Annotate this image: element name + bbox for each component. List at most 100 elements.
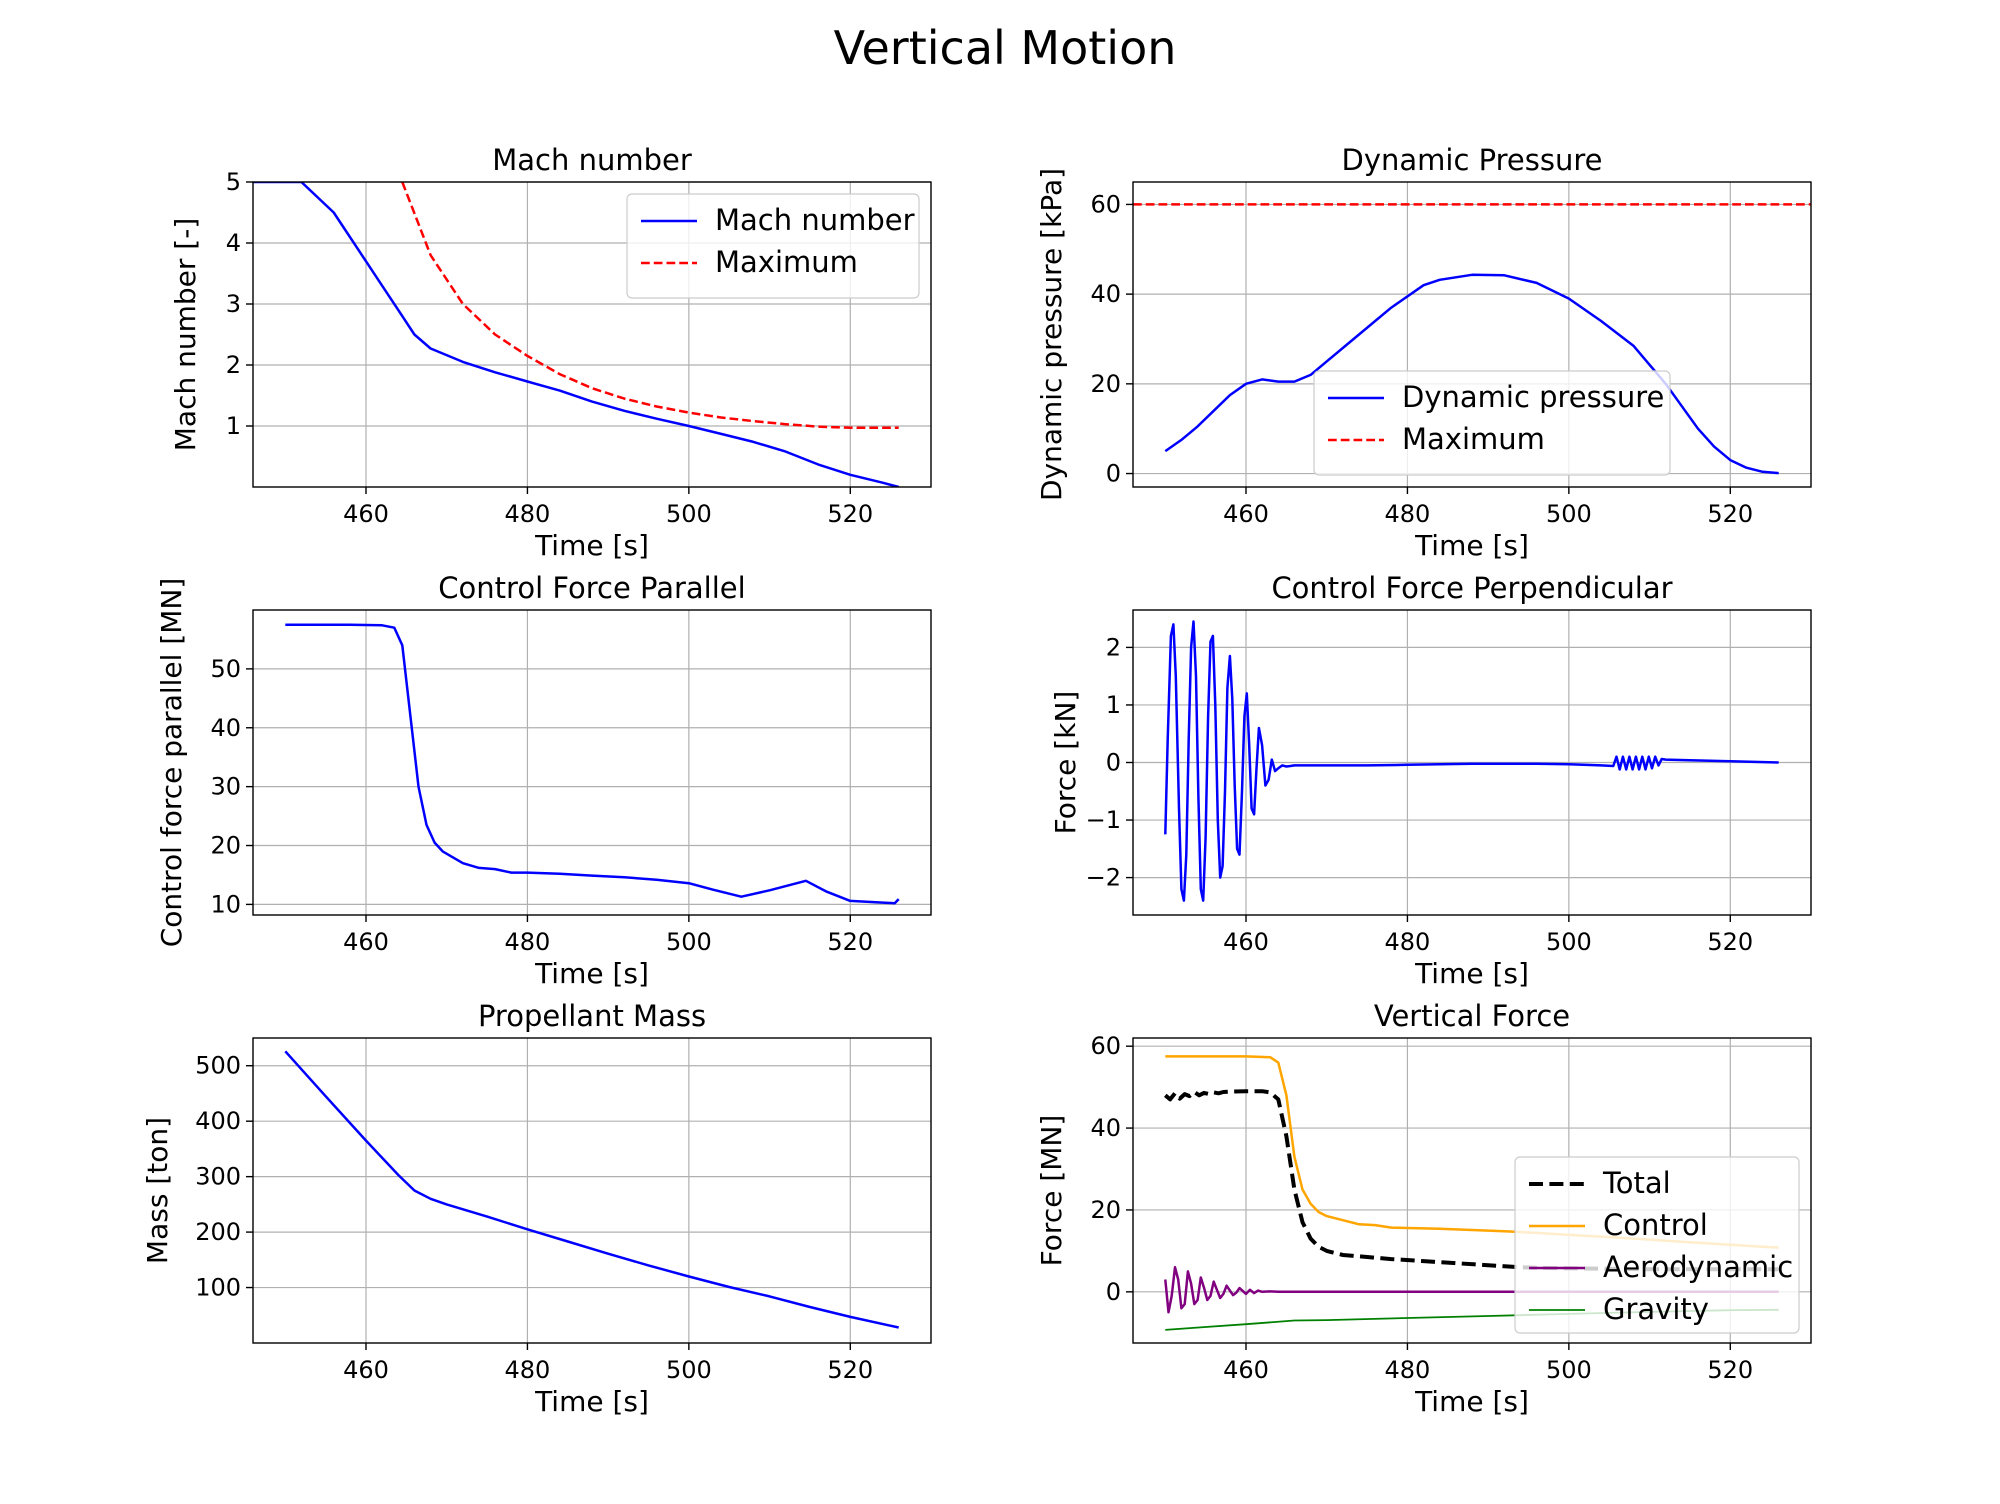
x-axis-label: Time [s]: [1414, 529, 1529, 562]
figure-title: Vertical Motion: [834, 21, 1177, 75]
x-axis-label: Time [s]: [534, 957, 649, 990]
y-axis-label: Mass [ton]: [141, 1117, 174, 1264]
y-tick-label: −2: [1086, 864, 1121, 892]
legend-entry: Maximum: [1402, 422, 1545, 456]
y-tick-label: 60: [1090, 190, 1121, 218]
y-tick-label: 20: [1090, 370, 1121, 398]
y-tick-label: 1: [1106, 691, 1121, 719]
series-line-dynpressure-0: [1164, 273, 1779, 475]
x-tick-label: 480: [505, 500, 551, 528]
series-line-propmass-0: [284, 1050, 899, 1329]
panel-title: Vertical Force: [1374, 999, 1570, 1033]
y-axis-label: Dynamic pressure [kPa]: [1035, 168, 1068, 501]
y-tick-label: 2: [1106, 633, 1121, 661]
y-tick-label: 60: [1090, 1032, 1121, 1060]
legend-entry: Dynamic pressure: [1402, 380, 1664, 414]
panel-mach: 460 480 500 520 1 2 3 4 5 Mach number Time [s] Mach…: [169, 143, 932, 562]
y-tick-label: 300: [195, 1163, 241, 1191]
plot-frame: [252, 609, 932, 916]
y-tick-label: 1: [226, 412, 241, 440]
series-line-vertforce-2: [1164, 1266, 1779, 1314]
legend-entry: Control: [1603, 1208, 1708, 1242]
x-tick-label: 460: [1223, 1356, 1269, 1384]
x-tick-label: 520: [1707, 928, 1753, 956]
x-tick-label: 480: [505, 1356, 551, 1384]
x-tick-label: 520: [1707, 500, 1753, 528]
panel-cfparallel: 460 480 500 520 10 20 30 40 50 Control Force Para…: [155, 571, 932, 990]
y-tick-label: 3: [226, 290, 241, 318]
x-tick-label: 460: [343, 500, 389, 528]
series-line-cfparallel-0: [285, 623, 900, 905]
panel-dynpressure: 460 480 500 520 0 20 40 60 Dynamic Pressure Time …: [1035, 143, 1812, 562]
x-axis-label: Time [s]: [1414, 1385, 1529, 1418]
legend-mach: Mach number Maximum: [626, 193, 920, 299]
plot-frame: [1132, 181, 1812, 488]
x-tick-label: 500: [1546, 928, 1592, 956]
y-tick-label: 50: [210, 655, 241, 683]
x-tick-label: 480: [1385, 928, 1431, 956]
legend-vertforce: Total Control Aerodynamic Gravity: [1514, 1156, 1800, 1334]
x-axis-label: Time [s]: [534, 529, 649, 562]
x-tick-label: 520: [827, 928, 873, 956]
y-tick-label: 10: [210, 890, 241, 918]
panel-title: Propellant Mass: [478, 999, 706, 1033]
x-tick-label: 500: [666, 500, 712, 528]
y-axis-label: Mach number [-]: [169, 218, 202, 452]
y-tick-label: 200: [195, 1218, 241, 1246]
x-tick-label: 480: [505, 928, 551, 956]
legend-entry: Total: [1602, 1166, 1671, 1200]
plot-frame: [252, 181, 932, 488]
x-axis-label: Time [s]: [534, 1385, 649, 1418]
x-tick-label: 520: [1707, 1356, 1753, 1384]
series-line-cfperp-0: [1164, 620, 1779, 902]
y-tick-label: −1: [1086, 806, 1121, 834]
x-tick-label: 520: [827, 1356, 873, 1384]
y-tick-label: 4: [226, 229, 241, 257]
legend-entry: Aerodynamic: [1603, 1250, 1793, 1284]
legend-box: [626, 193, 920, 299]
series-line-mach-1: [401, 182, 899, 430]
x-tick-label: 480: [1385, 500, 1431, 528]
y-tick-label: 0: [1106, 1278, 1121, 1306]
panel-title: Control Force Parallel: [438, 571, 745, 605]
plot-frame: [252, 1037, 932, 1344]
y-tick-label: 40: [210, 714, 241, 742]
y-tick-label: 500: [195, 1052, 241, 1080]
x-tick-label: 500: [1546, 1356, 1592, 1384]
legend-dynpressure: Dynamic pressure Maximum: [1313, 370, 1671, 476]
x-tick-label: 460: [1223, 928, 1269, 956]
x-tick-label: 460: [343, 928, 389, 956]
y-tick-label: 0: [1106, 749, 1121, 777]
y-tick-label: 40: [1090, 1114, 1121, 1142]
legend-entry: Maximum: [715, 245, 858, 279]
panel-vertforce: 460 480 500 520 0 20 40 60 Vertical Force Time [s…: [1035, 999, 1812, 1418]
series-line-mach-0: [253, 182, 900, 487]
y-tick-label: 2: [226, 351, 241, 379]
legend-box: [1313, 370, 1671, 476]
y-axis-label: Control force parallel [MN]: [155, 578, 188, 948]
plot-frame: [1132, 1037, 1812, 1344]
panel-cfperp: 460 480 500 520 −2 −1 0 1 2 Control Force Perpend…: [1049, 571, 1812, 990]
x-tick-label: 480: [1385, 1356, 1431, 1384]
y-tick-label: 5: [226, 168, 241, 196]
y-axis-label: Force [MN]: [1035, 1115, 1068, 1267]
panel-propmass: 460 480 500 520 100 200 300 400 500 Propellant Ma…: [141, 999, 932, 1418]
legend-entry: Gravity: [1603, 1292, 1709, 1326]
y-tick-label: 100: [195, 1274, 241, 1302]
legend-box: [1514, 1156, 1800, 1334]
legend-entry: Mach number: [715, 203, 915, 237]
y-tick-label: 0: [1106, 460, 1121, 488]
y-tick-label: 40: [1090, 280, 1121, 308]
y-tick-label: 20: [210, 832, 241, 860]
panel-title: Mach number: [492, 143, 692, 177]
x-tick-label: 500: [666, 928, 712, 956]
x-tick-label: 460: [1223, 500, 1269, 528]
x-axis-label: Time [s]: [1414, 957, 1529, 990]
y-tick-label: 20: [1090, 1196, 1121, 1224]
x-tick-label: 520: [827, 500, 873, 528]
y-axis-label: Force [kN]: [1049, 691, 1082, 835]
x-tick-label: 500: [666, 1356, 712, 1384]
panel-title: Dynamic Pressure: [1342, 143, 1603, 177]
